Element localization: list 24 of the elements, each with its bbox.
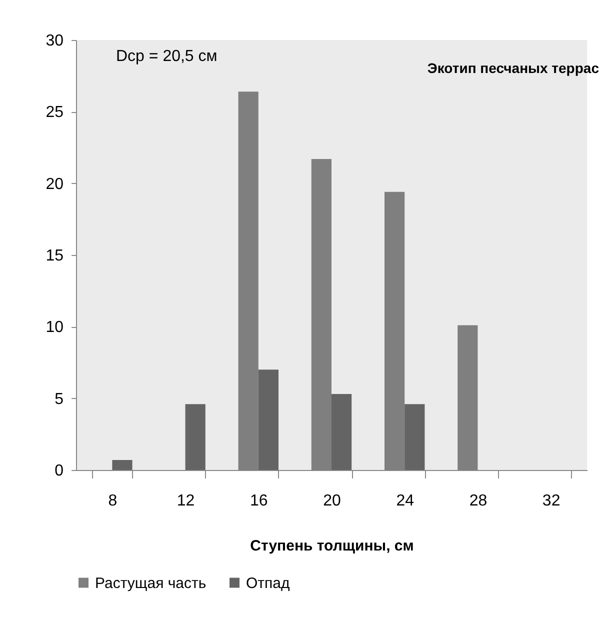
bar [404,404,425,470]
y-tick-label: 20 [46,176,64,193]
y-tick-label: 15 [46,248,64,264]
x-tick-label: 16 [250,492,268,510]
bar [185,404,206,470]
legend-label: Отпад [246,574,290,592]
legend-label: Растущая часть [95,574,206,592]
y-tick-label: 30 [46,32,64,50]
x-tick-label: 28 [469,492,488,510]
y-tick-label: 10 [46,319,64,336]
bar [258,370,278,470]
y-tick-label: 25 [46,104,64,122]
x-tick-label: 8 [108,492,118,510]
x-axis-title: Ступень толщины, см [250,538,414,554]
text: Экотип песчаных террас [427,60,600,76]
x-tick-label: 20 [323,492,341,510]
x-tick-label: 24 [396,492,414,510]
y-tick-label: 0 [54,462,64,480]
x-tick-label: 32 [542,492,560,510]
bar [112,460,132,470]
x-tick-label: 12 [176,492,195,510]
bar [332,394,352,470]
annotation: Dcp = 20,5 см [116,48,218,65]
y-tick-label: 5 [54,390,64,408]
